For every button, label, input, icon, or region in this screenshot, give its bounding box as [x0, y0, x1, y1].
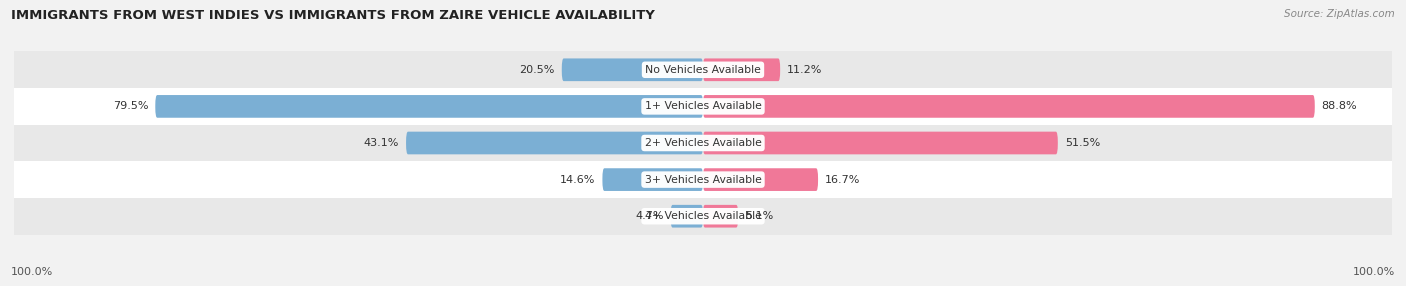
- Text: 4+ Vehicles Available: 4+ Vehicles Available: [644, 211, 762, 221]
- Text: 100.0%: 100.0%: [1353, 267, 1395, 277]
- Text: IMMIGRANTS FROM WEST INDIES VS IMMIGRANTS FROM ZAIRE VEHICLE AVAILABILITY: IMMIGRANTS FROM WEST INDIES VS IMMIGRANT…: [11, 9, 655, 21]
- FancyBboxPatch shape: [406, 132, 703, 154]
- Text: 1+ Vehicles Available: 1+ Vehicles Available: [644, 102, 762, 111]
- Bar: [14, 198, 1392, 235]
- Text: 79.5%: 79.5%: [112, 102, 149, 111]
- Text: 100.0%: 100.0%: [11, 267, 53, 277]
- Text: Source: ZipAtlas.com: Source: ZipAtlas.com: [1284, 9, 1395, 19]
- FancyBboxPatch shape: [703, 205, 738, 228]
- Text: 3+ Vehicles Available: 3+ Vehicles Available: [644, 175, 762, 184]
- Bar: [14, 161, 1392, 198]
- Text: 11.2%: 11.2%: [787, 65, 823, 75]
- FancyBboxPatch shape: [703, 132, 1057, 154]
- FancyBboxPatch shape: [703, 58, 780, 81]
- Text: 43.1%: 43.1%: [364, 138, 399, 148]
- Text: 16.7%: 16.7%: [825, 175, 860, 184]
- FancyBboxPatch shape: [602, 168, 703, 191]
- Bar: [14, 125, 1392, 161]
- FancyBboxPatch shape: [155, 95, 703, 118]
- Text: 5.1%: 5.1%: [745, 211, 773, 221]
- Bar: [14, 51, 1392, 88]
- FancyBboxPatch shape: [562, 58, 703, 81]
- FancyBboxPatch shape: [703, 168, 818, 191]
- Bar: [14, 88, 1392, 125]
- Text: No Vehicles Available: No Vehicles Available: [645, 65, 761, 75]
- FancyBboxPatch shape: [703, 95, 1315, 118]
- Text: 88.8%: 88.8%: [1322, 102, 1357, 111]
- Text: 51.5%: 51.5%: [1064, 138, 1099, 148]
- Text: 4.7%: 4.7%: [636, 211, 664, 221]
- Text: 2+ Vehicles Available: 2+ Vehicles Available: [644, 138, 762, 148]
- Text: 14.6%: 14.6%: [560, 175, 596, 184]
- FancyBboxPatch shape: [671, 205, 703, 228]
- Text: 20.5%: 20.5%: [519, 65, 555, 75]
